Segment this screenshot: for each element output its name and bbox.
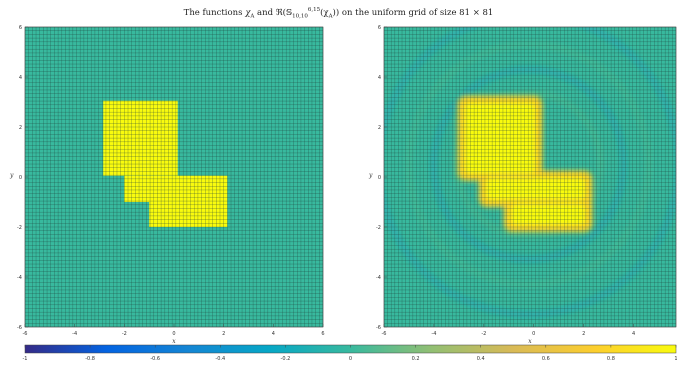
colorbar-tick-label: 0 bbox=[349, 356, 352, 362]
x-tick-label: -6 bbox=[382, 331, 387, 337]
x-tick-label: -2 bbox=[122, 331, 127, 337]
left-y-axis-label: y bbox=[9, 172, 14, 179]
colorbar-tick-label: -0.2 bbox=[281, 356, 291, 362]
y-tick-label: 2 bbox=[378, 125, 381, 131]
y-tick-label: -4 bbox=[376, 275, 381, 281]
right-x-axis-label: x bbox=[528, 338, 532, 345]
y-tick-label: 0 bbox=[378, 175, 381, 181]
x-tick-label: -2 bbox=[481, 331, 486, 337]
y-tick-label: -4 bbox=[17, 275, 22, 281]
colorbar-tick-label: 0.2 bbox=[412, 356, 420, 362]
y-tick-label: 6 bbox=[378, 25, 381, 31]
x-tick-label: 2 bbox=[222, 331, 225, 337]
y-tick-label: 2 bbox=[19, 125, 22, 131]
colorbar-tick-label: -1 bbox=[23, 356, 28, 362]
colorbar: -1 -0.8 -0.6 -0.4 -0.2 0 0.2 0.4 0.6 0.8 1 bbox=[23, 344, 677, 362]
ringing-artifact bbox=[405, 41, 652, 288]
y-tick-label: -2 bbox=[376, 225, 381, 231]
colorbar-tick-label: 0.4 bbox=[477, 356, 485, 362]
x-tick-label: 2 bbox=[582, 331, 585, 337]
x-tick-label: 0 bbox=[532, 331, 535, 337]
y-tick-label: 0 bbox=[19, 175, 22, 181]
colorbar-tick-label: 0.8 bbox=[607, 356, 615, 362]
x-tick-label: 4 bbox=[632, 331, 635, 337]
right-heatmap: -6 -4 -2 0 2 4 -6 -4 -2 0 2 4 6 x y bbox=[368, 25, 677, 345]
colorbar-tick-label: -0.6 bbox=[150, 356, 160, 362]
y-tick-label: -2 bbox=[17, 225, 22, 231]
ringing-artifact bbox=[453, 89, 604, 240]
core-region bbox=[485, 177, 586, 200]
ringing-artifact bbox=[430, 66, 627, 263]
x-tick-label: 0 bbox=[172, 331, 175, 337]
y-tick-label: -6 bbox=[17, 325, 22, 331]
left-axis-ticks: -6 -4 -2 0 2 4 6 -6 -4 -2 0 2 4 6 bbox=[17, 25, 325, 337]
colorbar-tick-label: 1 bbox=[674, 356, 677, 362]
colorbar-ticks: -1 -0.8 -0.6 -0.4 -0.2 0 0.2 0.4 0.6 0.8 1 bbox=[23, 345, 677, 362]
y-tick-label: 6 bbox=[19, 25, 22, 31]
support-region bbox=[149, 202, 228, 227]
colorbar-tick-label: -0.4 bbox=[215, 356, 225, 362]
x-tick-label: -4 bbox=[72, 331, 77, 337]
right-axis-ticks: -6 -4 -2 0 2 4 -6 -4 -2 0 2 4 6 bbox=[376, 25, 635, 337]
left-x-axis-label: x bbox=[172, 338, 176, 345]
right-y-axis-label: y bbox=[368, 172, 373, 179]
x-tick-label: 4 bbox=[272, 331, 275, 337]
y-tick-label: 4 bbox=[19, 75, 22, 81]
colorbar-tick-label: 0.6 bbox=[542, 356, 550, 362]
colorbar-tick-label: -0.8 bbox=[85, 356, 95, 362]
ringing-artifact bbox=[384, 27, 676, 318]
left-heatmap: -6 -4 -2 0 2 4 6 -6 -4 -2 0 2 4 6 x y bbox=[9, 25, 325, 345]
core-region bbox=[510, 204, 586, 225]
x-tick-label: -6 bbox=[23, 331, 28, 337]
y-tick-label: 4 bbox=[378, 75, 381, 81]
y-tick-label: -6 bbox=[376, 325, 381, 331]
x-tick-label: 6 bbox=[321, 331, 324, 337]
figure-title: The functions χA and ℜ(𝕊10,106,15(χA)) o… bbox=[183, 7, 494, 20]
x-tick-label: -4 bbox=[431, 331, 436, 337]
